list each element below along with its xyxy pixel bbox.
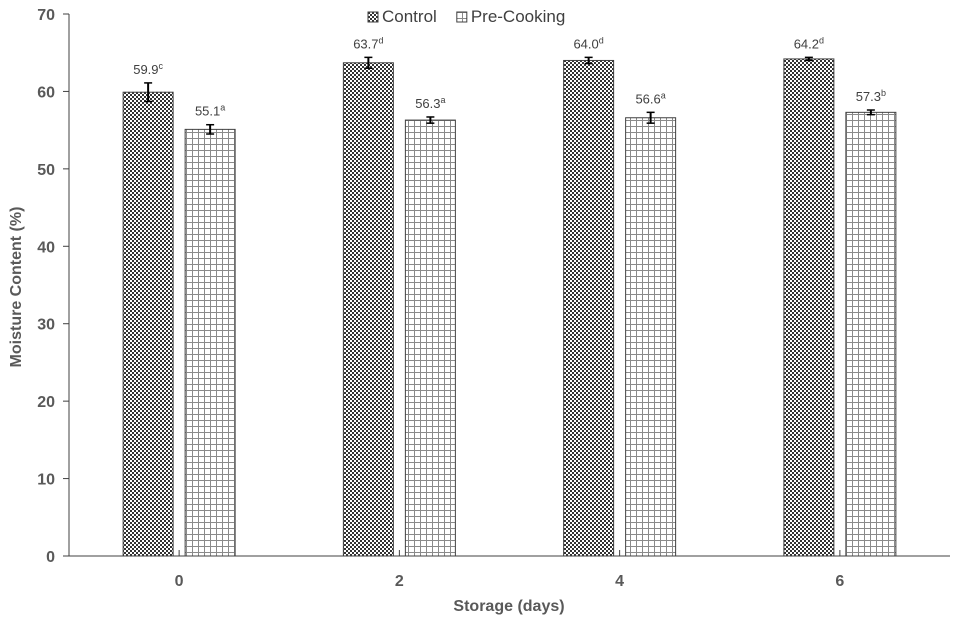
legend-label: Pre-Cooking [471, 7, 566, 26]
legend-label: Control [382, 7, 437, 26]
x-tick-label: 4 [615, 573, 624, 590]
y-tick-label: 30 [37, 317, 55, 334]
bar-control-0 [122, 91, 174, 557]
y-tick-label: 60 [37, 84, 55, 101]
y-tick-label: 50 [37, 162, 55, 179]
data-label: 55.1a [195, 103, 225, 119]
data-label: 56.6a [635, 90, 665, 106]
bars [122, 56, 897, 557]
data-labels: 59.9c 63.7d 64.0d 64.2d 55.1a 56.3a 56.6a 57.3b [133, 35, 886, 118]
bar-pre-cooking-2 [404, 119, 456, 557]
x-tick-label: 2 [395, 573, 404, 590]
data-label: 64.0d [573, 35, 603, 51]
data-label: 56.3a [415, 95, 445, 111]
x-axis-title: Storage (days) [453, 598, 564, 615]
x-tick-label: 0 [175, 573, 184, 590]
data-label: 59.9c [133, 61, 163, 77]
y-axis: 0 10 20 30 40 50 60 70 [37, 7, 70, 566]
bar-pre-cooking-6 [845, 111, 897, 557]
y-axis-title: Moisture Content (%) [8, 207, 25, 368]
y-tick-label: 40 [37, 239, 55, 256]
bar-control-2 [342, 62, 394, 557]
legend-swatch [367, 11, 379, 23]
y-tick-label: 20 [37, 394, 55, 411]
legend: Control Pre-Cooking [367, 7, 566, 26]
bar-pre-cooking-0 [184, 128, 236, 557]
data-label: 63.7d [353, 35, 383, 51]
bar-control-4 [563, 59, 615, 557]
x-tick-label: 6 [835, 573, 844, 590]
bar-pre-cooking-4 [625, 117, 677, 557]
data-label: 64.2d [794, 35, 824, 51]
data-label: 57.3b [856, 88, 886, 104]
y-tick-label: 10 [37, 472, 55, 489]
legend-swatch [456, 11, 468, 23]
y-tick-label: 70 [37, 7, 55, 24]
bar-control-6 [783, 58, 835, 557]
y-tick-label: 0 [46, 549, 55, 566]
